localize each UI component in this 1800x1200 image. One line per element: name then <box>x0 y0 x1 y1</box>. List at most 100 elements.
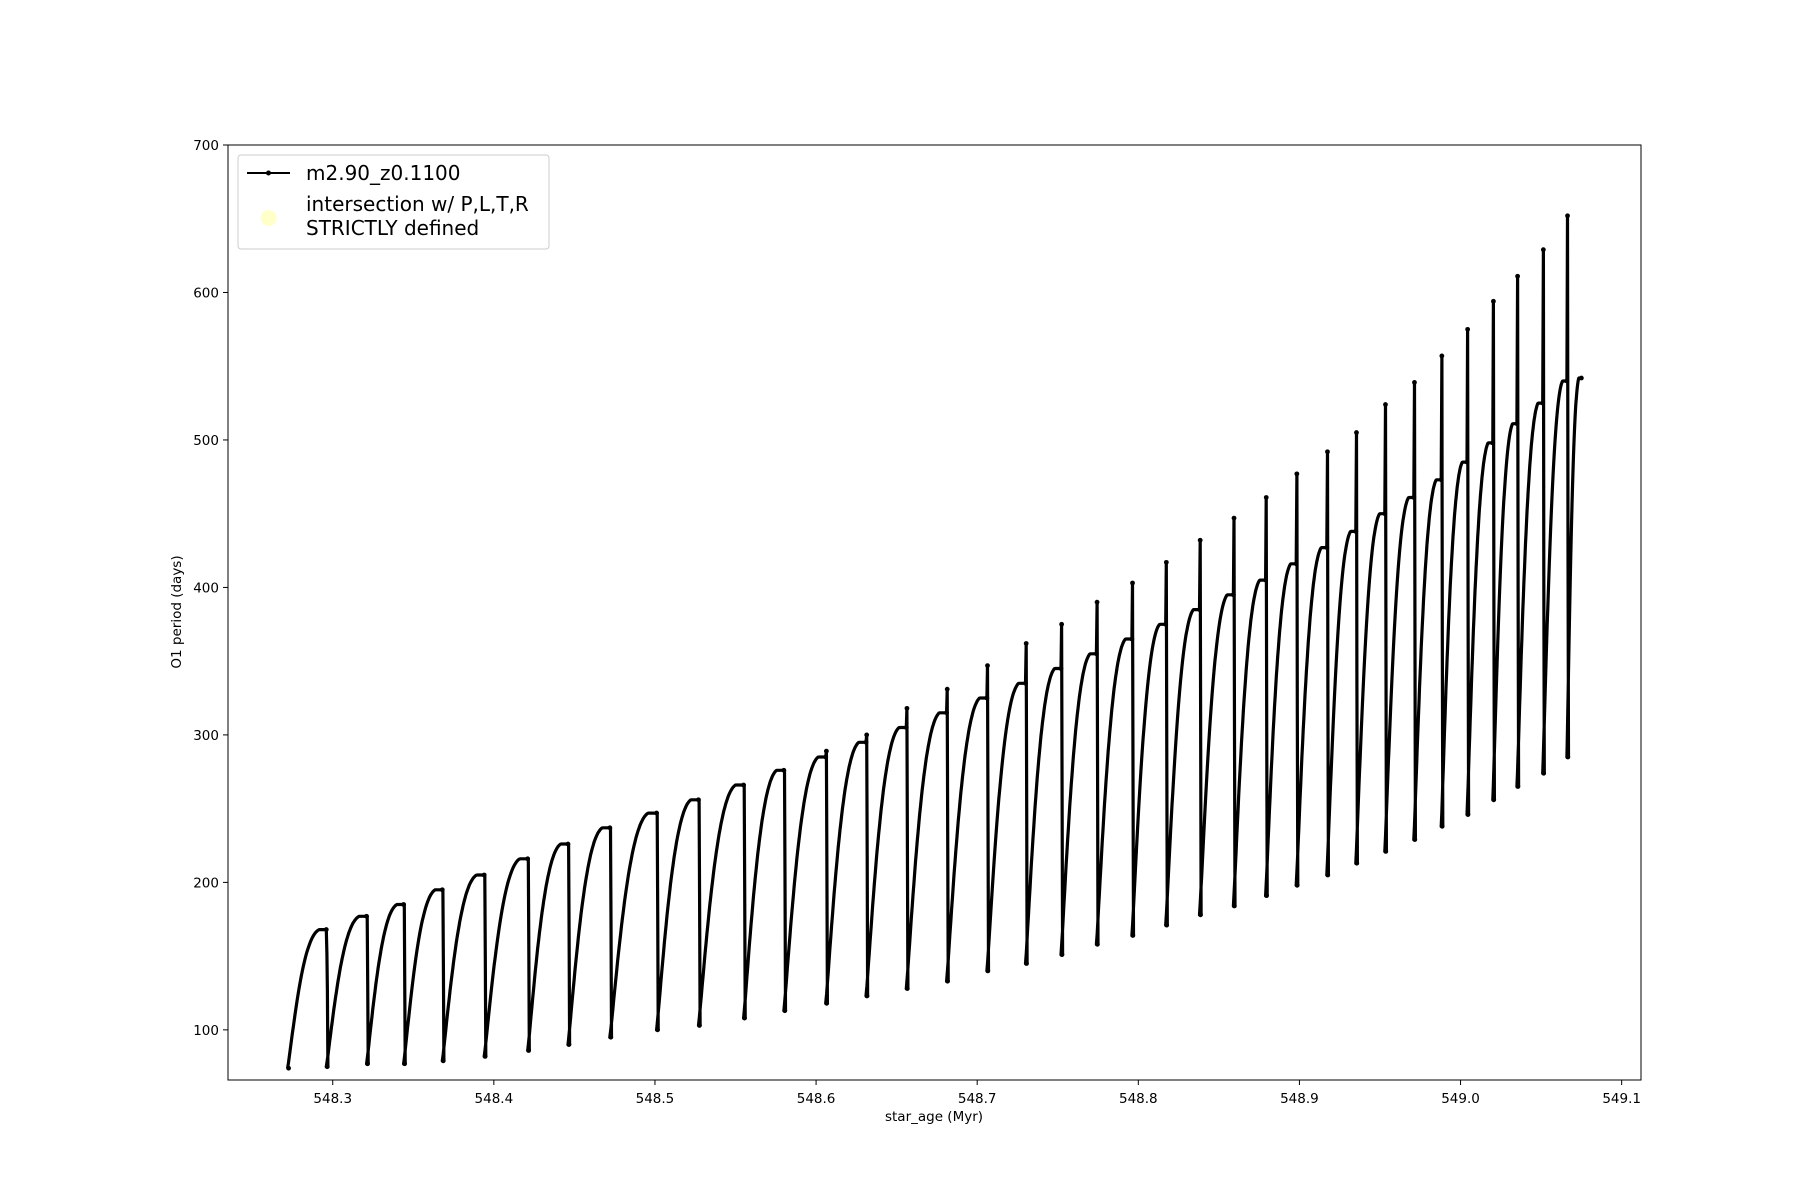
data-point-peak <box>903 725 909 730</box>
data-point-spike <box>864 732 870 738</box>
data-point-min <box>286 1065 291 1071</box>
series-line-m2.90_z0.1100 <box>286 214 1583 1069</box>
data-point-min <box>697 1023 702 1028</box>
data-point-spike <box>944 686 950 692</box>
data-point-min <box>1164 922 1170 928</box>
data-point-min <box>1094 941 1100 947</box>
data-point-min <box>1198 912 1203 918</box>
data-point-min <box>1264 893 1269 899</box>
data-point-peak <box>654 810 659 816</box>
x-tick-label: 548.8 <box>1119 1091 1158 1107</box>
data-point-peak <box>1197 607 1202 612</box>
data-point-spike <box>1540 247 1546 253</box>
data-point-min <box>324 1064 330 1070</box>
data-point-spike <box>1465 326 1471 332</box>
data-point-peak <box>1023 680 1028 686</box>
data-point-min <box>402 1061 407 1067</box>
data-point-peak <box>1353 528 1359 534</box>
y-tick-label: 300 <box>193 728 219 744</box>
data-point-peak <box>1293 561 1299 567</box>
data-point-spike <box>1163 559 1169 565</box>
data-point-spike <box>1325 449 1330 455</box>
data-point-spike <box>1383 402 1388 407</box>
y-tick-label: 500 <box>193 433 219 449</box>
data-point-peak <box>1129 636 1135 642</box>
data-point-min <box>1439 823 1445 829</box>
data-point-peak <box>1540 400 1546 406</box>
data-point-peak <box>1094 651 1099 657</box>
data-series-group <box>286 213 1584 1071</box>
x-tick-label: 549.1 <box>1602 1091 1641 1107</box>
x-tick-label: 548.3 <box>313 1091 352 1107</box>
data-point-min <box>945 978 950 984</box>
data-point-spike <box>1197 537 1203 543</box>
data-point-peak <box>863 739 869 745</box>
data-point-spike <box>823 748 829 754</box>
data-point-min <box>1325 872 1331 878</box>
data-point-peak <box>984 695 990 701</box>
data-point-spike <box>904 705 910 711</box>
x-tick-label: 548.4 <box>475 1091 514 1107</box>
data-point-min <box>904 986 910 991</box>
data-point-min <box>1231 903 1237 909</box>
data-point-peak <box>1564 378 1570 384</box>
data-point-spike <box>985 663 990 668</box>
x-axis-label: star_age (Myr) <box>885 1109 983 1125</box>
data-point-spike <box>1231 515 1237 521</box>
data-point-peak <box>1578 375 1584 381</box>
data-point-min <box>985 968 991 974</box>
data-point-min <box>1491 797 1497 803</box>
data-point-min <box>1354 860 1360 866</box>
data-point-peak <box>696 797 701 803</box>
data-point-min <box>1130 933 1136 938</box>
data-point-min <box>782 1008 788 1014</box>
data-point-peak <box>439 887 445 893</box>
data-point-min <box>1024 961 1029 966</box>
data-point-peak <box>1490 440 1496 446</box>
data-point-peak <box>1464 459 1470 465</box>
data-point-spike <box>1130 580 1135 586</box>
data-point-peak <box>823 754 829 760</box>
data-point-spike <box>1565 213 1570 219</box>
data-point-min <box>824 1000 830 1006</box>
data-point-min <box>365 1061 370 1067</box>
data-point-spike <box>1263 495 1269 500</box>
data-point-peak <box>1324 545 1330 551</box>
data-point-spike <box>1515 273 1520 279</box>
data-point-peak <box>481 872 487 878</box>
x-tick-label: 548.9 <box>1280 1091 1319 1107</box>
data-point-min <box>655 1027 660 1033</box>
y-tick-label: 600 <box>193 285 219 301</box>
data-point-min <box>742 1015 747 1021</box>
data-point-peak <box>741 782 746 788</box>
y-tick-label: 400 <box>193 580 219 596</box>
data-point-spike <box>1354 430 1359 435</box>
data-point-peak <box>781 767 787 773</box>
data-point-min <box>526 1048 532 1053</box>
data-point-peak <box>364 913 369 919</box>
legend-dot-swatch <box>266 170 271 176</box>
data-point-peak <box>401 902 407 907</box>
data-point-peak <box>607 825 613 831</box>
legend: m2.90_z0.1100 intersection w/ P,L,T,R ST… <box>237 154 550 250</box>
y-tick-label: 100 <box>193 1023 219 1039</box>
legend-circle-swatch <box>260 210 277 226</box>
legend-entry-intersection-line1: intersection w/ P,L,T,R <box>306 192 529 216</box>
x-tick-label: 548.5 <box>636 1091 675 1107</box>
data-point-spike <box>1094 599 1100 605</box>
x-tick-label: 549.0 <box>1441 1091 1480 1107</box>
x-tick-label: 548.7 <box>958 1091 997 1107</box>
data-point-peak <box>1163 621 1169 627</box>
data-point-peak <box>1230 592 1236 598</box>
x-tick-label: 548.6 <box>797 1091 836 1107</box>
data-point-min <box>1294 882 1300 888</box>
data-point-min <box>482 1054 488 1059</box>
y-tick-label: 200 <box>193 875 219 891</box>
data-point-spike <box>1439 353 1445 359</box>
y-axis-label: O1 period (days) <box>169 555 185 668</box>
legend-entry-series: m2.90_z0.1100 <box>306 161 461 185</box>
axes-frame <box>227 144 1642 1081</box>
y-tick-label: 700 <box>193 138 219 154</box>
data-point-peak <box>565 841 571 847</box>
data-point-peak <box>1438 477 1444 483</box>
